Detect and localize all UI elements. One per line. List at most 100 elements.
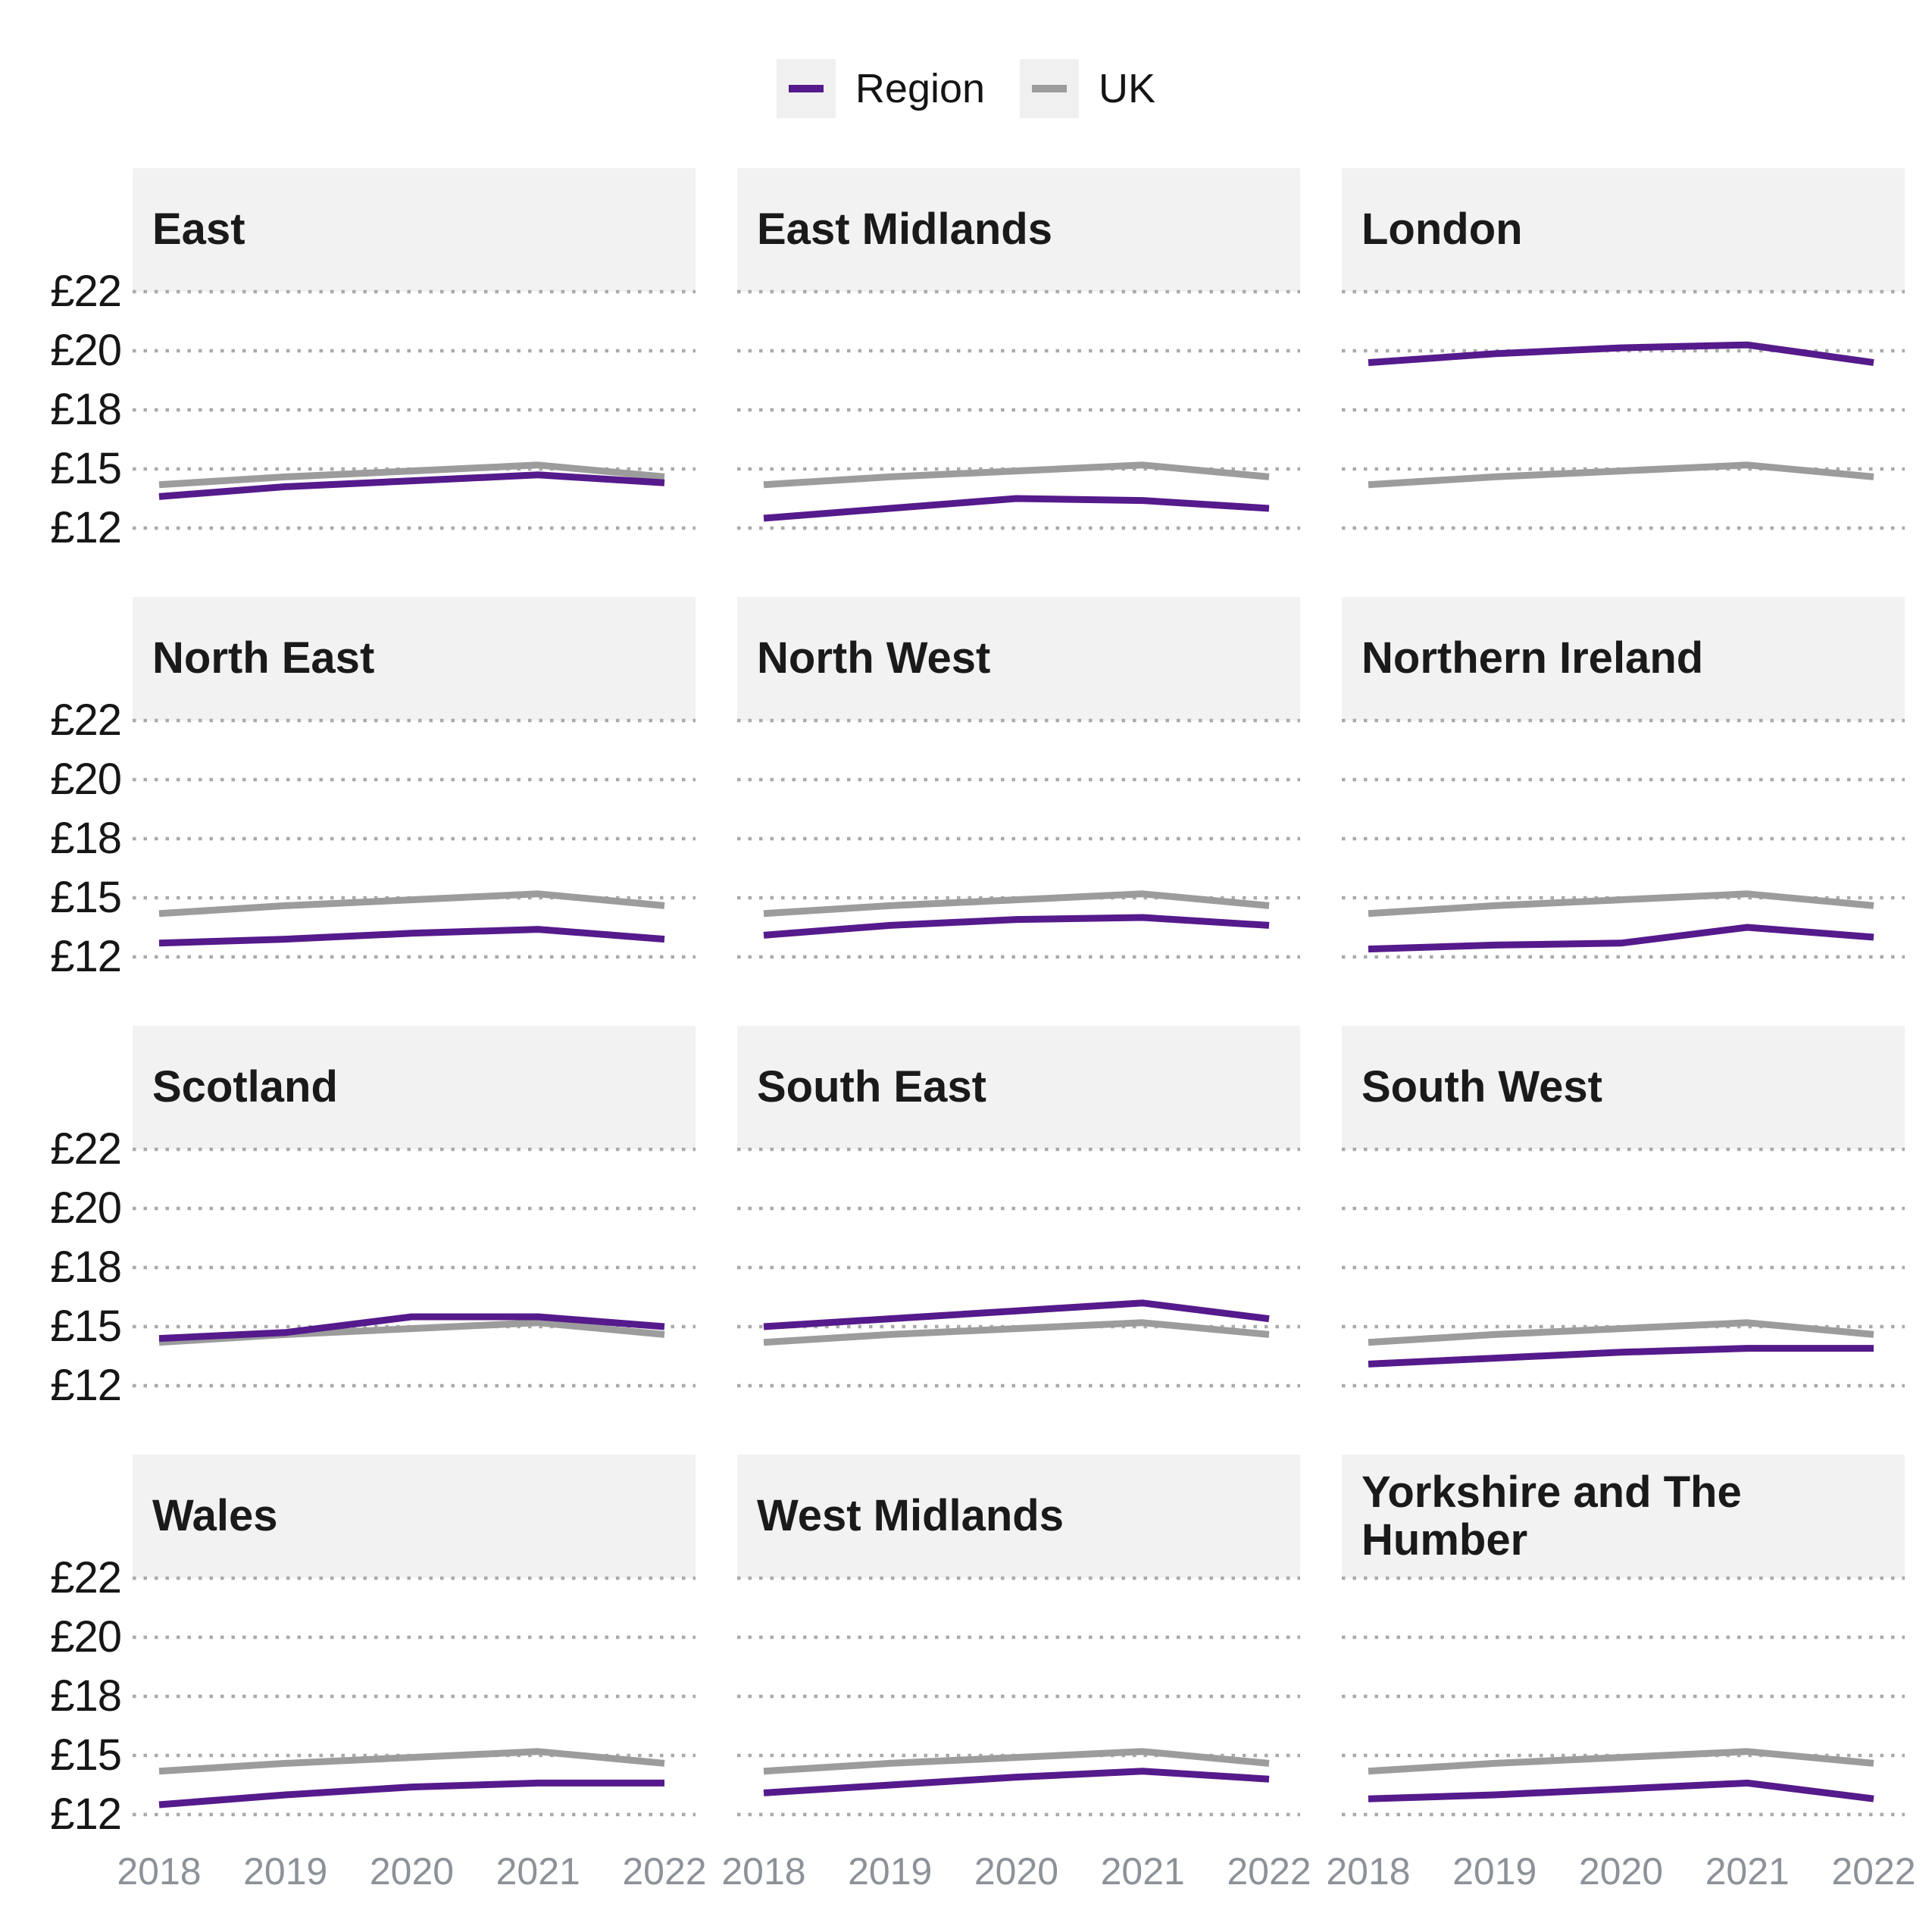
x-tick-label: 2020	[369, 1850, 455, 1893]
panel-title: Scotland	[152, 1062, 338, 1112]
panel-chart	[737, 289, 1300, 530]
legend-item-uk: UK	[1020, 59, 1155, 118]
y-tick-label: £18	[50, 814, 122, 863]
region-line	[158, 926, 665, 947]
y-tick-label: £15	[50, 1730, 122, 1780]
legend: Region UK	[0, 59, 1932, 118]
panel-title: Wales	[152, 1491, 278, 1541]
x-tick-label: 2019	[1452, 1850, 1537, 1893]
legend-item-region: Region	[776, 59, 985, 118]
uk-line	[763, 1748, 1270, 1775]
legend-label-uk: UK	[1099, 66, 1156, 111]
y-axis-labels: £22 £20 £18 £15 £12	[0, 1026, 133, 1455]
y-tick-label: £18	[50, 385, 122, 434]
x-tick-label: 2019	[243, 1850, 328, 1893]
panel-header: North East	[133, 597, 696, 721]
panel-title: East Midlands	[757, 205, 1052, 255]
panel-header: Wales	[133, 1455, 696, 1578]
uk-line	[1368, 1748, 1874, 1775]
y-tick-label: £22	[50, 1124, 122, 1174]
region-line	[763, 1768, 1270, 1796]
region-line	[158, 471, 665, 500]
panel-chart	[737, 1147, 1300, 1388]
panel-row-4: £22 £20 £18 £15 £12 Wales West Midlands Yorkshi…	[0, 1455, 1932, 1884]
uk-line	[158, 1748, 665, 1775]
region-line-icon	[788, 85, 824, 92]
panel-chart	[1342, 1576, 1905, 1817]
region-line	[158, 1779, 664, 1809]
panel-east: East	[133, 168, 696, 597]
x-tick-label: 2018	[117, 1850, 202, 1893]
y-tick-label: £12	[50, 932, 122, 981]
panel-east-midlands: East Midlands	[737, 168, 1300, 597]
y-tick-label: £12	[50, 1361, 122, 1410]
region-line	[1368, 1345, 1874, 1368]
uk-line-icon	[1032, 85, 1068, 92]
legend-swatch-region	[776, 59, 836, 118]
panel-scotland: Scotland	[133, 1026, 696, 1455]
panel-header: London	[1342, 168, 1905, 292]
y-tick-label: £15	[50, 444, 122, 493]
x-tick-label: 2022	[622, 1850, 707, 1893]
y-tick-label: £22	[50, 1553, 122, 1602]
x-axis-labels: 2018 2019 2020 2021 2022	[721, 1850, 1311, 1932]
panel-header: East	[133, 168, 696, 292]
panel-header: Yorkshire and The Humber	[1342, 1455, 1905, 1578]
panel-header: East Midlands	[737, 168, 1300, 292]
panel-chart	[737, 1576, 1300, 1817]
uk-line	[1368, 890, 1874, 918]
panel-title: West Midlands	[757, 1491, 1064, 1541]
x-tick-label: 2021	[496, 1850, 580, 1893]
panel-chart	[133, 1576, 696, 1817]
uk-line	[763, 461, 1270, 489]
panel-south-east: South East	[737, 1026, 1300, 1455]
uk-line	[763, 1319, 1270, 1346]
y-tick-label: £20	[50, 1612, 122, 1662]
panel-row-2: £22 £20 £18 £15 £12 North East North West North…	[0, 597, 1932, 1026]
panel-row-3: £22 £20 £18 £15 £12 Scotland South East South W…	[0, 1026, 1932, 1455]
panel-header: South East	[737, 1026, 1300, 1149]
panel-chart	[133, 718, 696, 959]
y-tick-label: £20	[50, 326, 122, 375]
panel-header: North West	[737, 597, 1300, 721]
y-tick-label: £12	[50, 503, 122, 552]
y-tick-label: £15	[50, 873, 122, 922]
panel-yorkshire-and-the-humber: Yorkshire and The Humber	[1342, 1455, 1905, 1884]
y-tick-label: £20	[50, 1183, 122, 1233]
panel-chart	[737, 718, 1300, 959]
small-multiples-grid: £22 £20 £18 £15 £12 East East Midlands London £2…	[0, 168, 1932, 1932]
uk-line	[763, 890, 1270, 918]
panel-title: Northern Ireland	[1361, 633, 1704, 683]
region-line	[1368, 924, 1874, 953]
uk-line	[1368, 461, 1874, 489]
panel-london: London	[1342, 168, 1905, 597]
y-tick-label: £20	[50, 755, 122, 804]
y-tick-label: £15	[50, 1302, 122, 1351]
panel-title: North West	[757, 633, 991, 683]
legend-swatch-uk	[1020, 59, 1080, 118]
panel-header: South West	[1342, 1026, 1905, 1149]
panel-chart	[1342, 1147, 1905, 1388]
panel-wales: Wales	[133, 1455, 696, 1884]
x-tick-label: 2020	[974, 1850, 1059, 1893]
panel-header: Scotland	[133, 1026, 696, 1149]
uk-line	[1368, 1319, 1874, 1346]
y-tick-label: £12	[50, 1790, 122, 1839]
x-tick-label: 2022	[1227, 1850, 1311, 1893]
panel-chart	[1342, 718, 1905, 959]
panel-title: East	[152, 205, 245, 255]
x-axis-labels: 2018 2019 2020 2021 2022	[117, 1850, 706, 1932]
y-axis-labels: £22 £20 £18 £15 £12	[0, 1455, 133, 1884]
region-line	[763, 495, 1270, 522]
panel-header: West Midlands	[737, 1455, 1300, 1578]
panel-title: Yorkshire and The Humber	[1361, 1467, 1742, 1565]
uk-line	[158, 890, 665, 918]
region-line	[1368, 1779, 1874, 1802]
x-tick-label: 2020	[1578, 1850, 1664, 1893]
panel-title: North East	[152, 633, 375, 683]
panel-west-midlands: West Midlands	[737, 1455, 1300, 1884]
y-axis-labels: £22 £20 £18 £15 £12	[0, 168, 133, 597]
x-axis-labels: 2018 2019 2020 2021 2022	[1326, 1850, 1915, 1932]
panel-title: South East	[757, 1062, 986, 1112]
panel-northern-ireland: Northern Ireland	[1342, 597, 1905, 1026]
